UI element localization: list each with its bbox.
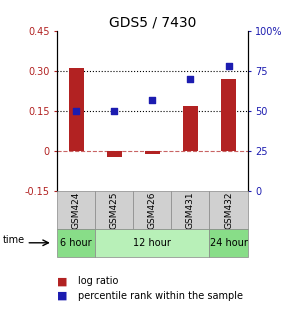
Bar xyxy=(57,229,95,257)
Bar xyxy=(95,191,133,229)
Point xyxy=(112,109,117,114)
Bar xyxy=(107,151,122,157)
Text: GSM426: GSM426 xyxy=(148,191,157,229)
Text: ■: ■ xyxy=(57,276,68,286)
Text: log ratio: log ratio xyxy=(78,276,118,286)
Bar xyxy=(221,79,236,151)
Text: GSM431: GSM431 xyxy=(186,191,195,229)
Text: 24 hour: 24 hour xyxy=(209,238,248,248)
Bar xyxy=(95,229,209,257)
Point xyxy=(226,64,231,69)
Text: 6 hour: 6 hour xyxy=(60,238,92,248)
Text: time: time xyxy=(3,234,25,245)
Text: GSM424: GSM424 xyxy=(72,191,81,229)
Point xyxy=(188,77,193,82)
Point xyxy=(74,109,79,114)
Bar xyxy=(133,191,171,229)
Bar xyxy=(183,106,198,151)
Text: GSM425: GSM425 xyxy=(110,191,119,229)
Text: GSM432: GSM432 xyxy=(224,191,233,229)
Bar xyxy=(69,68,84,151)
Bar xyxy=(171,191,209,229)
Bar xyxy=(57,191,95,229)
Text: percentile rank within the sample: percentile rank within the sample xyxy=(78,291,243,301)
Bar xyxy=(209,229,248,257)
Title: GDS5 / 7430: GDS5 / 7430 xyxy=(109,16,196,30)
Bar xyxy=(209,191,248,229)
Bar xyxy=(145,151,160,154)
Text: 12 hour: 12 hour xyxy=(133,238,171,248)
Point xyxy=(150,97,155,103)
Text: ■: ■ xyxy=(57,291,68,301)
